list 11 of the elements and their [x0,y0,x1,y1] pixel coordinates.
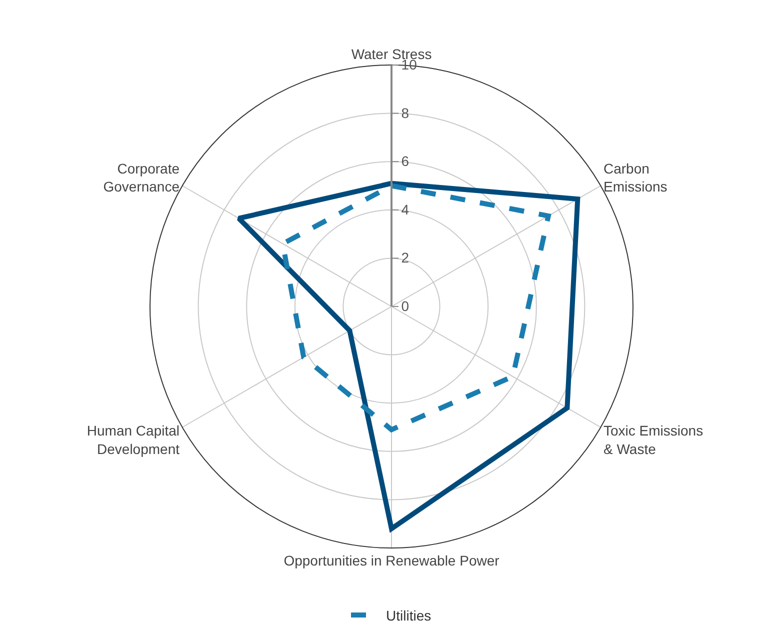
y-tick-label: 6 [401,153,410,170]
y-tick-label: 8 [401,104,410,121]
spoke-label: Carbon Emissions [604,160,668,194]
spoke-label: Opportunities in Renewable Power [284,552,500,568]
spoke-label: Toxic Emissions & Waste [604,422,704,457]
spoke-label: Corporate Governance [103,160,180,194]
y-tick-label: 0 [401,298,410,314]
spoke-label: Human Capital Development [86,422,180,457]
y-tick-label: 2 [401,250,410,266]
y-tick-label: 4 [401,201,410,218]
legend-label: Utilities [386,607,432,624]
